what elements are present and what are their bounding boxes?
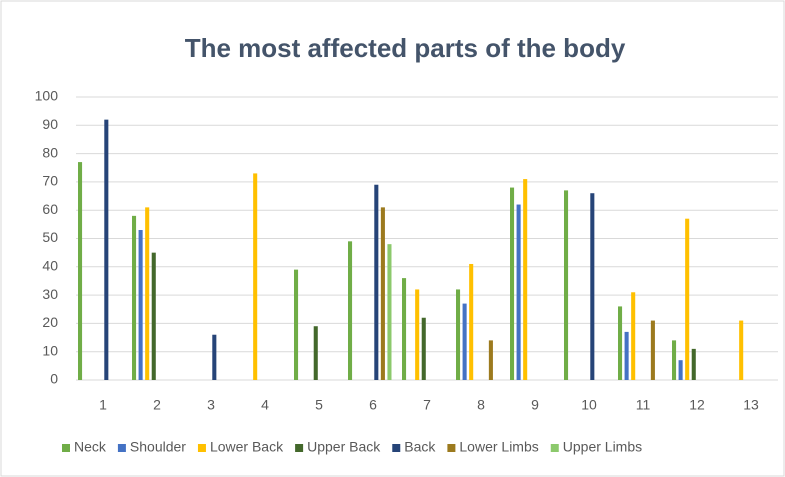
bar xyxy=(294,269,299,380)
legend-swatch xyxy=(447,444,456,452)
x-tick-label: 3 xyxy=(207,397,215,413)
legend-label: Lower Back xyxy=(210,439,284,455)
bar xyxy=(212,334,217,380)
bar xyxy=(380,207,385,380)
bar xyxy=(516,204,521,380)
bar xyxy=(104,119,109,380)
bar xyxy=(456,289,461,380)
legend-label: Upper Back xyxy=(307,439,381,455)
legend-swatch xyxy=(295,444,304,452)
bar xyxy=(402,278,407,380)
legend-swatch xyxy=(117,444,126,452)
x-tick-label: 9 xyxy=(531,397,539,413)
bar xyxy=(564,190,569,380)
legend-label: Back xyxy=(404,439,436,455)
x-tick-label: 7 xyxy=(423,397,431,413)
x-tick-label: 13 xyxy=(743,397,759,413)
bar xyxy=(387,244,392,380)
bar xyxy=(145,207,150,380)
bar xyxy=(348,241,353,380)
x-tick-label: 11 xyxy=(636,397,651,413)
bar xyxy=(590,193,595,380)
bar xyxy=(739,320,744,380)
bar xyxy=(691,348,696,380)
y-tick-label: 40 xyxy=(42,258,58,274)
bar xyxy=(469,263,474,380)
bar xyxy=(678,360,683,380)
y-tick-label: 60 xyxy=(42,201,58,217)
bar xyxy=(421,317,426,380)
y-tick-label: 100 xyxy=(35,88,59,104)
legend-swatch xyxy=(550,444,559,452)
y-tick-label: 80 xyxy=(42,144,58,160)
legend-swatch xyxy=(392,444,401,452)
x-tick-label: 2 xyxy=(153,397,161,413)
bar xyxy=(253,173,258,380)
x-tick-label: 10 xyxy=(581,397,597,413)
chart-title: The most affected parts of the body xyxy=(185,33,626,63)
bar xyxy=(685,218,690,380)
y-tick-label: 20 xyxy=(42,314,58,330)
x-tick-label: 6 xyxy=(369,397,377,413)
bar xyxy=(624,331,629,380)
y-tick-label: 90 xyxy=(42,116,58,132)
y-tick-label: 0 xyxy=(50,371,58,387)
legend-label: Neck xyxy=(74,439,107,455)
y-tick-label: 10 xyxy=(42,342,58,358)
legend-swatch xyxy=(62,444,70,452)
x-tick-label: 5 xyxy=(315,397,323,413)
bar xyxy=(618,306,623,380)
x-tick-label: 12 xyxy=(689,397,705,413)
bar xyxy=(462,303,467,380)
bar xyxy=(510,187,515,380)
y-tick-label: 30 xyxy=(42,286,58,302)
x-tick-label: 8 xyxy=(477,397,485,413)
bar xyxy=(374,184,379,380)
x-tick-label: 1 xyxy=(99,397,107,413)
bar xyxy=(672,340,677,380)
bar xyxy=(151,252,156,380)
x-tick-label: 4 xyxy=(261,397,269,413)
y-tick-label: 70 xyxy=(42,173,58,189)
bar xyxy=(415,289,420,380)
bar xyxy=(523,179,528,380)
bar xyxy=(138,230,143,380)
bar xyxy=(313,326,318,380)
bar xyxy=(650,320,655,380)
bar xyxy=(631,292,636,380)
legend-label: Shoulder xyxy=(130,439,186,455)
bar xyxy=(132,215,137,380)
legend-label: Lower Limbs xyxy=(459,439,538,455)
y-tick-label: 50 xyxy=(42,229,58,245)
legend-swatch xyxy=(197,444,206,452)
legend-label: Upper Limbs xyxy=(563,439,642,455)
bar xyxy=(78,162,83,380)
bar xyxy=(488,340,493,380)
